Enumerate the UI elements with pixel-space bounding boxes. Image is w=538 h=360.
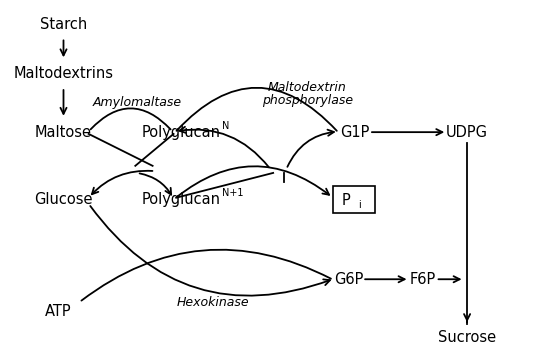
Text: Polyglucan: Polyglucan <box>141 125 221 140</box>
Text: Maltose: Maltose <box>35 125 92 140</box>
Text: Glucose: Glucose <box>34 192 93 207</box>
Text: phosphorylase: phosphorylase <box>261 94 353 107</box>
Text: N+1: N+1 <box>222 188 243 198</box>
Text: i: i <box>359 200 362 210</box>
Text: Amylomaltase: Amylomaltase <box>93 95 181 108</box>
Text: Maltodextrins: Maltodextrins <box>13 66 114 81</box>
Text: N: N <box>222 121 229 131</box>
Text: UDPG: UDPG <box>446 125 488 140</box>
Text: F6P: F6P <box>409 272 436 287</box>
Text: ATP: ATP <box>45 303 72 319</box>
Text: P: P <box>342 193 351 208</box>
Text: Maltodextrin: Maltodextrin <box>268 81 346 94</box>
Text: Polyglucan: Polyglucan <box>141 192 221 207</box>
Text: G6P: G6P <box>335 272 364 287</box>
Text: Hexokinase: Hexokinase <box>176 296 249 309</box>
FancyBboxPatch shape <box>334 186 376 213</box>
Text: Sucrose: Sucrose <box>438 330 496 345</box>
Text: Starch: Starch <box>40 17 87 32</box>
Text: G1P: G1P <box>339 125 369 140</box>
